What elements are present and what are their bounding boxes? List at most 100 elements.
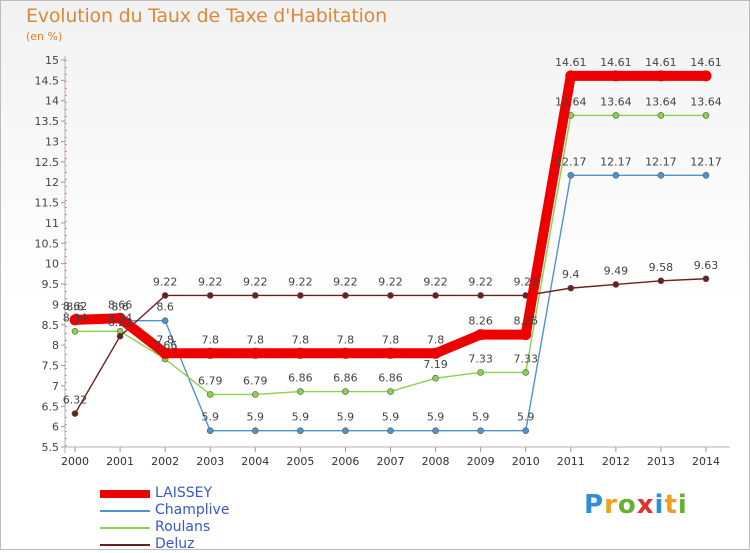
data-point bbox=[159, 347, 171, 359]
data-point bbox=[71, 410, 79, 417]
legend-label: LAISSEY bbox=[155, 485, 212, 501]
data-point bbox=[387, 292, 394, 299]
data-point bbox=[477, 427, 484, 435]
data-label: 9.22 bbox=[423, 275, 448, 288]
data-label: 12.17 bbox=[555, 155, 587, 168]
data-label: 7.8 bbox=[382, 333, 400, 346]
data-point bbox=[522, 427, 530, 435]
data-point bbox=[342, 427, 349, 435]
data-point bbox=[206, 427, 214, 435]
data-point bbox=[655, 70, 667, 82]
y-tick-label: 11.5 bbox=[35, 197, 60, 210]
data-point bbox=[114, 312, 126, 324]
data-point bbox=[342, 292, 349, 299]
data-label: 14.61 bbox=[690, 56, 722, 69]
data-point bbox=[610, 70, 622, 82]
y-tick-label: 11 bbox=[45, 217, 59, 230]
x-tick-label: 2010 bbox=[512, 455, 540, 468]
data-label: 9.22 bbox=[153, 275, 178, 288]
data-label: 8.6 bbox=[156, 301, 174, 314]
data-label: 8.26 bbox=[468, 315, 493, 328]
x-tick-label: 2012 bbox=[602, 455, 630, 468]
data-point bbox=[657, 112, 665, 119]
logo-letter: i bbox=[654, 490, 665, 520]
data-point bbox=[69, 314, 81, 326]
x-tick-label: 2004 bbox=[241, 455, 269, 468]
y-tick-label: 6.5 bbox=[42, 400, 60, 413]
legend-swatch bbox=[100, 527, 150, 529]
x-tick-label: 2006 bbox=[331, 455, 359, 468]
data-label: 9.22 bbox=[198, 275, 223, 288]
data-label: 5.9 bbox=[247, 411, 265, 424]
data-point bbox=[116, 332, 124, 340]
logo-letter: x bbox=[636, 490, 655, 520]
data-label: 13.64 bbox=[600, 95, 632, 108]
data-point bbox=[387, 427, 394, 435]
data-label: 13.64 bbox=[690, 95, 722, 108]
data-label: 9.22 bbox=[288, 275, 313, 288]
legend-label: Deluz bbox=[155, 536, 195, 552]
data-point bbox=[565, 70, 577, 82]
data-label: 6.79 bbox=[243, 374, 268, 387]
data-label: 9.4 bbox=[562, 268, 580, 281]
data-label: 6.32 bbox=[63, 394, 88, 407]
data-point bbox=[432, 292, 439, 299]
y-tick-label: 14 bbox=[45, 95, 59, 108]
data-point bbox=[297, 292, 304, 299]
data-point bbox=[477, 292, 484, 299]
data-label: 9.22 bbox=[378, 275, 403, 288]
x-tick-label: 2001 bbox=[106, 455, 134, 468]
data-label: 8.34 bbox=[108, 311, 133, 324]
data-point bbox=[161, 317, 169, 325]
data-point bbox=[612, 112, 620, 119]
x-tick-label: 2003 bbox=[196, 455, 224, 468]
legend-swatch bbox=[100, 490, 150, 498]
data-label: 14.61 bbox=[555, 56, 587, 69]
data-point bbox=[71, 328, 79, 335]
data-point bbox=[522, 369, 530, 376]
legend-label: Roulans bbox=[155, 519, 211, 535]
data-label: 8.34 bbox=[63, 311, 88, 324]
chart-title: Evolution du Taux de Taxe d'Habitation bbox=[26, 5, 387, 27]
data-label: 9.58 bbox=[649, 261, 674, 274]
data-label: 12.17 bbox=[600, 155, 632, 168]
data-label: 13.64 bbox=[555, 95, 587, 108]
y-tick-label: 12 bbox=[45, 176, 59, 189]
x-tick-label: 2008 bbox=[422, 455, 450, 468]
data-point bbox=[567, 284, 575, 292]
data-point bbox=[251, 391, 259, 398]
data-label: 8.22 bbox=[108, 316, 133, 329]
y-tick-label: 8 bbox=[52, 339, 59, 352]
x-tick-label: 2007 bbox=[377, 455, 405, 468]
y-tick-label: 7 bbox=[52, 380, 59, 393]
data-label: 6.86 bbox=[288, 372, 313, 385]
data-label: 12.17 bbox=[645, 155, 677, 168]
data-point bbox=[432, 374, 439, 382]
data-label: 12.17 bbox=[690, 155, 722, 168]
y-tick-label: 10.5 bbox=[35, 237, 60, 250]
y-tick-label: 10 bbox=[45, 258, 59, 271]
data-point bbox=[385, 347, 396, 359]
legend-swatch bbox=[100, 510, 150, 512]
data-label: 5.9 bbox=[292, 411, 310, 424]
x-tick-label: 2014 bbox=[692, 455, 720, 468]
data-label: 7.8 bbox=[337, 333, 355, 346]
data-label: 9.49 bbox=[604, 264, 629, 277]
data-label: 8.6 bbox=[66, 301, 84, 314]
data-point bbox=[567, 171, 575, 179]
y-tick-label: 13.5 bbox=[35, 115, 60, 128]
data-label: 6.79 bbox=[198, 374, 223, 387]
x-tick-label: 2013 bbox=[647, 455, 675, 468]
data-point bbox=[520, 329, 532, 341]
data-point bbox=[432, 427, 439, 435]
data-point bbox=[249, 347, 261, 359]
proxiti-logo: Proxiti bbox=[584, 490, 688, 520]
data-point bbox=[206, 292, 214, 299]
y-tick-label: 9 bbox=[52, 298, 59, 311]
data-label: 7.66 bbox=[153, 339, 178, 352]
data-label: 5.9 bbox=[472, 411, 490, 424]
data-point bbox=[430, 347, 442, 359]
data-label: 8.26 bbox=[513, 315, 538, 328]
y-tick-label: 5.5 bbox=[42, 441, 60, 454]
